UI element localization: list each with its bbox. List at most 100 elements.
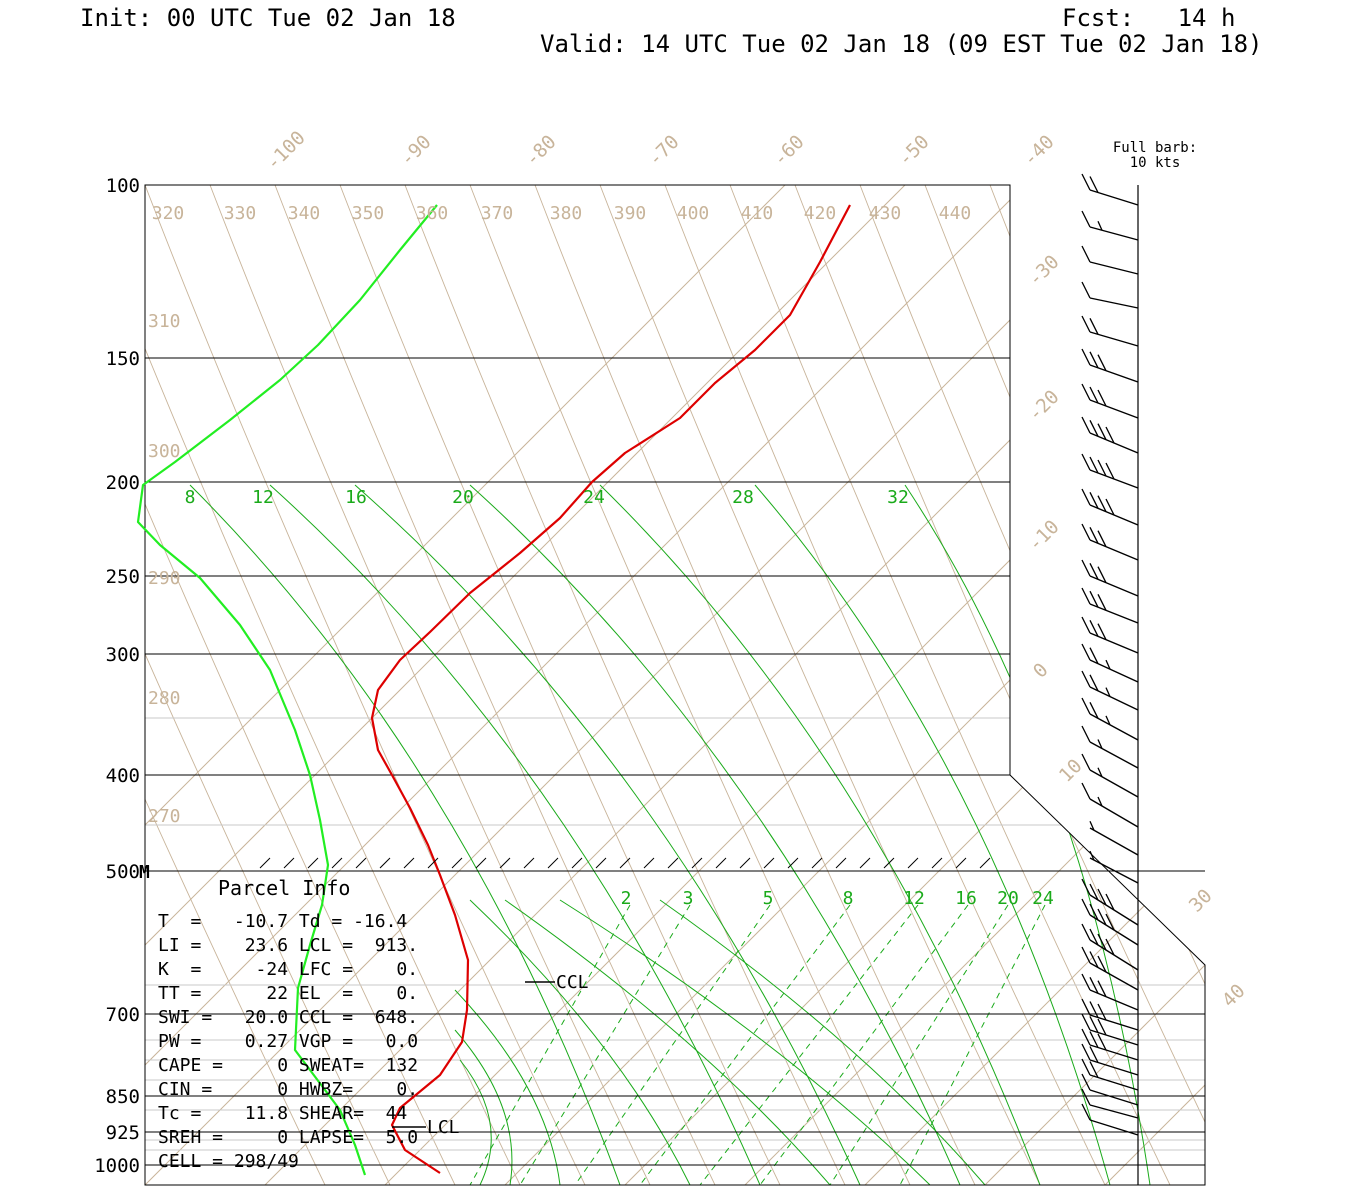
mixing-ratio-label: 16 [955,888,977,909]
barb-flag [1097,955,1107,973]
barb-half-flag [1089,820,1095,831]
theta-label: 330 [224,203,257,224]
parcel-info-row: SWI = 20.0 CCL = 648. [158,1007,419,1028]
isotherm-line [1345,185,1350,1185]
isotherm-line [984,185,1205,1185]
hatch-mark [523,857,535,869]
barb-flag [1081,1058,1091,1076]
dry-adiabat-line [534,185,976,1185]
barb-flag [1089,620,1099,637]
dry-adiabat-line [664,185,1106,1185]
barb-flag [1089,928,1099,946]
parcel-info-row: T = -10.7 Td = -16.4 [158,911,408,932]
barb-flag [1081,878,1091,896]
hatch-mark [283,857,295,869]
wind-barbs [1081,173,1139,1136]
hatch-mark [715,857,727,869]
barb-legend-line2: 10 kts [1130,155,1181,171]
hatch-mark [643,857,655,869]
dry-adiabat-line [145,185,391,1185]
isotherm-label: -30 [1024,251,1064,291]
pressure-label: 700 [106,1004,140,1026]
barb-flag [1081,753,1091,771]
dry-adiabat-line [989,185,1205,1185]
hatch-mark [379,857,391,869]
mixing-ratio-label: 2 [621,888,632,909]
pressure-label: 250 [106,566,140,588]
isotherm-line [744,185,1205,1185]
barb-flag [1097,530,1107,547]
barb-flag [1081,923,1091,941]
isotherm-line [624,185,1205,1185]
theta-label: 310 [148,311,181,332]
moist-adiabat-line [354,484,861,1185]
barb-flag [1081,173,1091,191]
hatch-mark [259,857,271,869]
moist-adiabat-label: 28 [732,487,754,508]
moist-adiabat-label: 8 [185,487,196,508]
barb-shaft [1089,226,1139,241]
barb-flag [1081,245,1091,263]
profile-line [136,204,438,1176]
moist-adiabat-line [469,484,961,1185]
barb-flag [1081,616,1091,634]
parcel-info-row: LI = 23.6 LCL = 913. [158,935,419,956]
hatch-mark [955,857,967,869]
barb-flag [1089,318,1099,335]
hatch-mark [331,857,343,869]
isotherm-label: -100 [262,127,310,175]
barb-flag [1089,590,1099,608]
barb-flag [1105,938,1115,956]
dry-adiabat-line [794,185,1205,1185]
mixing-ratio-line [829,904,1009,1185]
barb-flag [1081,782,1091,800]
hatch-mark [475,857,487,869]
hatch-mark [451,857,463,869]
barb-half-flag [1105,659,1111,670]
barb-flag [1081,725,1091,743]
barb-flag [1089,702,1099,719]
isotherm-line [1225,185,1350,1185]
barb-flag [1089,456,1099,474]
barb-flag [1105,498,1115,516]
moist-adiabat-line [599,484,1041,1185]
moist-adiabat-line [454,989,561,1185]
theta-label: 420 [804,203,837,224]
moist-adiabat-line [559,899,931,1185]
barb-flag [1081,523,1091,541]
isotherm-label: -40 [1019,131,1059,171]
dry-adiabat-line [469,185,911,1185]
parcel-info-row: TT = 22 EL = 0. [158,983,419,1004]
barb-flag [1097,623,1107,640]
barb-shaft [1089,798,1139,828]
barb-flag [1097,908,1107,926]
hatch-mark [883,857,895,869]
barb-flag [1089,1016,1099,1033]
barb-shaft [1089,857,1139,884]
theta-label: 280 [148,688,181,709]
barb-half-flag [1097,220,1103,231]
barb-flag [1081,998,1091,1016]
barb-flag [1097,459,1107,477]
isotherm-label: -80 [521,131,561,171]
barb-flag [1097,980,1107,997]
barb-flag [1081,898,1091,916]
moist-adiabat-line [659,899,986,1185]
barb-flag [1081,1088,1091,1106]
barb-half-flag [1089,850,1095,861]
valid-time: Valid: 14 UTC Tue 02 Jan 18 (09 EST Tue … [540,30,1263,58]
forecast-hour: Fcst: 14 h [1062,4,1236,32]
barb-flag [1081,488,1091,506]
barb-flag [1105,913,1115,931]
hatch-mark [739,857,751,869]
parcel-info-row: CIN = 0 HWBZ= 0. [158,1079,419,1100]
mixing-ratio-line [899,904,1046,1185]
dry-adiabat-line [145,185,456,1185]
parcel-info-row: Tc = 11.8 SHEAR= 44 [158,1103,408,1124]
mixing-ratio-line [699,904,919,1185]
parcel-info-row: SREH = 0 LAPSE= 5.0 [158,1127,419,1148]
barb-flag [1097,888,1107,906]
pressure-label: 400 [106,765,140,787]
